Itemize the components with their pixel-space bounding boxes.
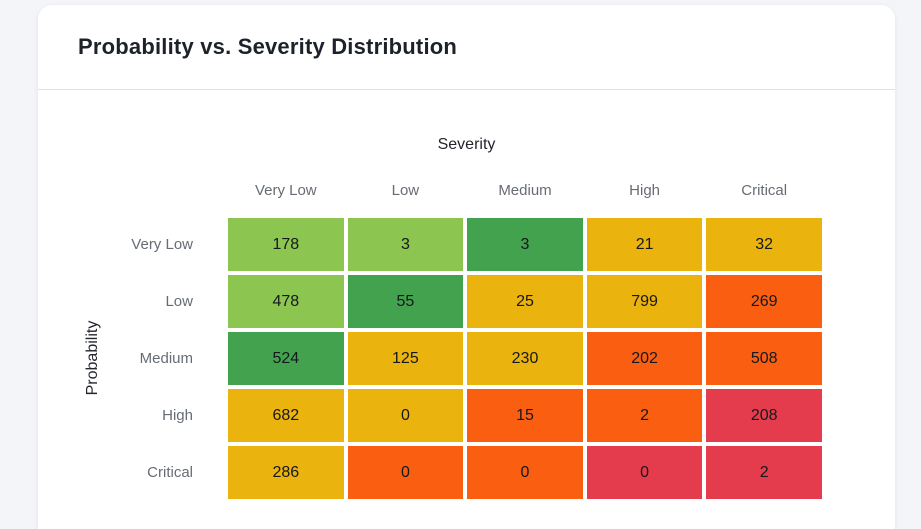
- heatmap-cell[interactable]: 21: [586, 218, 703, 271]
- heatmap-cell[interactable]: 3: [467, 218, 583, 271]
- heatmap-cell[interactable]: 3: [347, 218, 464, 271]
- chart-title: Probability vs. Severity Distribution: [78, 34, 458, 59]
- heatmap-grid: 178 3 3 21 32 478 55 25 799 269 524 125 230 202 508 682…: [228, 218, 822, 499]
- heatmap-cell[interactable]: 269: [706, 275, 822, 328]
- heatmap-cell[interactable]: 508: [706, 332, 822, 385]
- x-axis-title: Severity: [437, 136, 496, 153]
- heatmap-cell[interactable]: 15: [467, 389, 583, 442]
- heatmap-cell[interactable]: 25: [467, 275, 583, 328]
- heatmap-cell[interactable]: 208: [706, 389, 822, 442]
- heatmap-chart: Severity Probability Very Low Low Medium Hi…: [38, 90, 895, 529]
- heatmap-cell[interactable]: 286: [228, 446, 344, 499]
- heatmap-cell[interactable]: 799: [586, 275, 703, 328]
- heatmap-cell[interactable]: 178: [228, 218, 344, 271]
- heatmap-cell[interactable]: 2: [586, 389, 703, 442]
- heatmap-cell[interactable]: 478: [228, 275, 344, 328]
- heatmap-cell[interactable]: 0: [467, 446, 583, 499]
- heatmap-cell[interactable]: 2: [706, 446, 822, 499]
- heatmap-cell[interactable]: 0: [347, 389, 464, 442]
- heatmap-cell[interactable]: 682: [228, 389, 344, 442]
- row-label: Critical: [147, 464, 193, 481]
- column-header: High: [629, 182, 661, 199]
- heatmap-cell[interactable]: 202: [586, 332, 703, 385]
- heatmap-cell[interactable]: 55: [347, 275, 464, 328]
- row-label: Very Low: [131, 236, 193, 253]
- row-label: Medium: [139, 350, 193, 367]
- column-headers: Very Low Low Medium High Critical: [228, 182, 822, 199]
- heatmap-cell[interactable]: 125: [347, 332, 464, 385]
- row-labels: Very Low Low Medium High Critical: [38, 218, 193, 499]
- heatmap-cell[interactable]: 524: [228, 332, 344, 385]
- column-header: Medium: [498, 182, 552, 199]
- column-header: Low: [391, 182, 420, 199]
- heatmap-cell[interactable]: 32: [706, 218, 822, 271]
- heatmap-cell[interactable]: 0: [347, 446, 464, 499]
- card-header: Probability vs. Severity Distribution: [38, 5, 895, 90]
- column-header: Very Low: [254, 182, 317, 199]
- row-label: High: [162, 407, 193, 424]
- column-header: Critical: [741, 182, 788, 199]
- row-label: Low: [165, 293, 193, 310]
- heatmap-cell[interactable]: 230: [467, 332, 583, 385]
- chart-card: Probability vs. Severity Distribution Se…: [38, 5, 895, 529]
- heatmap-cell[interactable]: 0: [586, 446, 703, 499]
